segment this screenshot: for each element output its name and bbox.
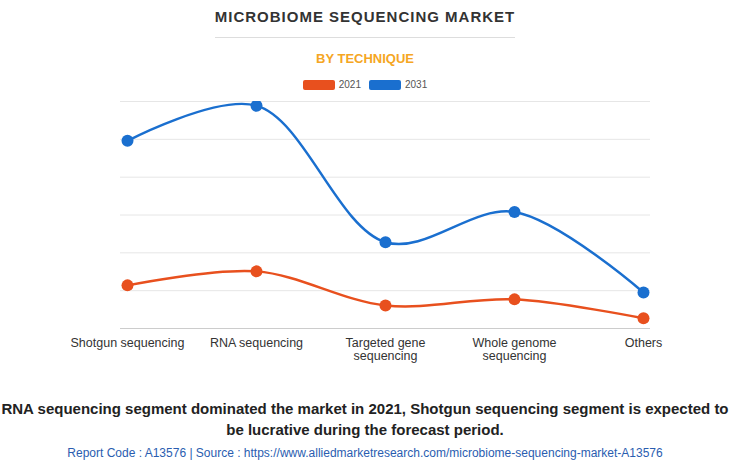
html-text:2031: 2031	[405, 79, 428, 90]
svg-text:Others: Others	[625, 336, 663, 350]
html-text:RNA sequencing segment dominat: RNA sequencing segment dominated the mar…	[1, 400, 729, 438]
html-text:MICROBIOME SEQUENCING MARKET: MICROBIOME SEQUENCING MARKET	[214, 8, 516, 25]
svg-text:Targeted genesequencing: Targeted genesequencing	[346, 336, 426, 363]
svg-text:Whole genomesequencing: Whole genomesequencing	[472, 336, 556, 363]
svg-text:Shotgun sequencing: Shotgun sequencing	[71, 336, 185, 350]
svg-text:RNA sequencing: RNA sequencing	[210, 336, 303, 350]
html-text:2021: 2021	[338, 79, 361, 90]
html-text:Report Code : A13576 | Source: Report Code : A13576 | Source : https://…	[67, 446, 663, 460]
html-text:BY TECHNIQUE: BY TECHNIQUE	[316, 51, 414, 66]
